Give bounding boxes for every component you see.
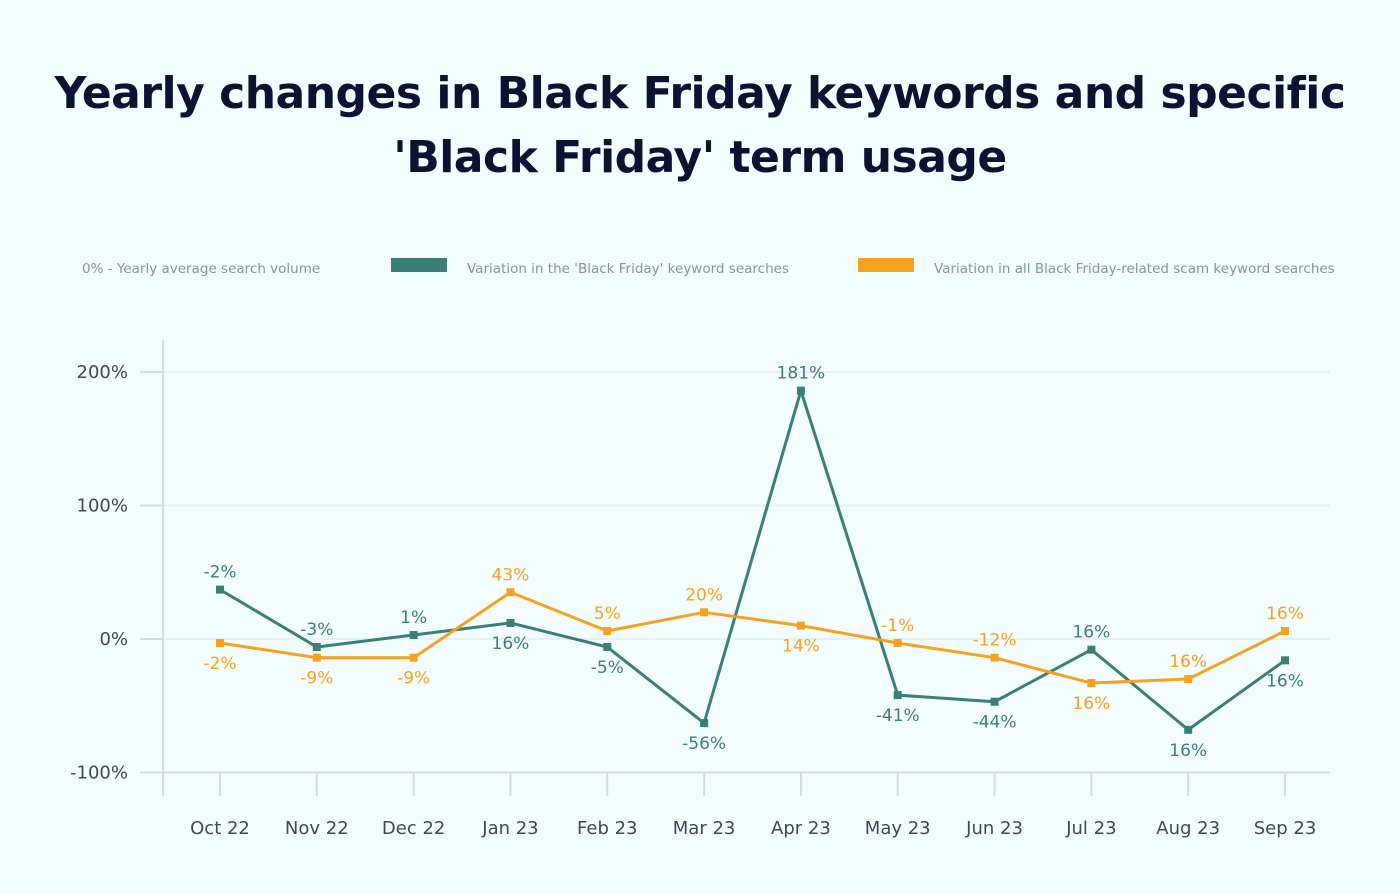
x-tick-label-7: May 23 bbox=[865, 818, 931, 839]
series-1-point-5 bbox=[700, 608, 709, 617]
series-0-point-10 bbox=[1184, 725, 1193, 734]
chart-title-line-2: 'Black Friday' term usage bbox=[393, 132, 1007, 183]
chart-title-line-1: Yearly changes in Black Friday keywords … bbox=[54, 68, 1346, 119]
series-1-point-3 bbox=[506, 588, 515, 597]
x-tick-label-3: Jan 23 bbox=[481, 818, 538, 839]
x-tick-label-1: Nov 22 bbox=[285, 818, 349, 839]
series-0-point-9 bbox=[1087, 645, 1096, 654]
legend-swatch-black-friday bbox=[391, 258, 447, 272]
series-1-data-label-2: -9% bbox=[397, 669, 430, 689]
x-tick-label-8: Jun 23 bbox=[965, 818, 1023, 839]
series-0-data-label-1: -3% bbox=[300, 620, 333, 640]
y-tick-label-2: 100% bbox=[77, 496, 128, 517]
series-0-point-11 bbox=[1281, 656, 1289, 665]
series-1-data-label-11: 16% bbox=[1266, 604, 1304, 624]
x-tick-label-6: Apr 23 bbox=[771, 818, 831, 839]
series-1-data-label-3: 43% bbox=[492, 565, 530, 585]
series-1-data-label-0: -2% bbox=[203, 654, 236, 674]
series-1-data-label-10: 16% bbox=[1169, 652, 1207, 672]
series-0-data-label-8: -44% bbox=[973, 713, 1017, 733]
series-0-data-label-3: 16% bbox=[492, 634, 530, 654]
series-0-data-label-7: -41% bbox=[876, 706, 920, 726]
series-1-point-11 bbox=[1281, 626, 1289, 635]
series-1-point-10 bbox=[1184, 675, 1193, 684]
x-tick-label-10: Aug 23 bbox=[1156, 818, 1220, 839]
y-tick-label-0: -100% bbox=[70, 763, 128, 784]
series-0-data-label-4: -5% bbox=[591, 658, 624, 678]
series-0-data-label-9: 16% bbox=[1072, 623, 1110, 643]
legend-label-black-friday: Variation in the 'Black Friday' keyword … bbox=[467, 261, 789, 277]
series-1-point-1 bbox=[312, 653, 321, 662]
series-1-point-4 bbox=[603, 626, 612, 635]
series-0-point-2 bbox=[409, 630, 418, 639]
series-1-point-2 bbox=[409, 653, 418, 662]
x-tick-label-9: Jul 23 bbox=[1065, 818, 1116, 839]
series-1-data-label-5: 20% bbox=[685, 585, 723, 605]
series-1-data-label-6: 14% bbox=[782, 637, 820, 657]
series-0-data-label-2: 1% bbox=[400, 608, 427, 628]
legend-swatch-scam bbox=[858, 258, 914, 272]
series-1-point-7 bbox=[893, 639, 902, 648]
x-tick-label-4: Feb 23 bbox=[577, 818, 638, 839]
x-tick-label-2: Dec 22 bbox=[382, 818, 445, 839]
series-1-data-label-7: -1% bbox=[881, 616, 914, 636]
series-0-point-8 bbox=[990, 697, 999, 706]
series-1-data-label-4: 5% bbox=[594, 604, 621, 624]
series-0-point-7 bbox=[893, 691, 902, 700]
series-0-point-3 bbox=[506, 618, 515, 627]
series-0-point-6 bbox=[796, 386, 805, 395]
series-0-data-label-6: 181% bbox=[777, 364, 826, 384]
y-tick-label-3: 200% bbox=[77, 362, 128, 383]
legend-label-scam: Variation in all Black Friday-related sc… bbox=[934, 261, 1335, 277]
x-tick-label-0: Oct 22 bbox=[190, 818, 250, 839]
series-1-data-label-9: 16% bbox=[1072, 694, 1110, 714]
x-tick-label-11: Sep 23 bbox=[1254, 818, 1317, 839]
series-1-point-6 bbox=[796, 621, 805, 630]
series-0-data-label-5: -56% bbox=[682, 734, 726, 754]
series-0-point-0 bbox=[216, 585, 224, 594]
series-line-0 bbox=[219, 389, 1286, 732]
chart-legend: 0% - Yearly average search volume Variat… bbox=[0, 258, 1400, 282]
y-tick-label-1: 0% bbox=[99, 629, 128, 650]
series-1-data-label-1: -9% bbox=[300, 669, 333, 689]
legend-baseline-note: 0% - Yearly average search volume bbox=[82, 261, 321, 277]
series-0-point-5 bbox=[700, 719, 709, 728]
chart-title: Yearly changes in Black Friday keywords … bbox=[0, 62, 1400, 190]
series-0-data-label-10: 16% bbox=[1169, 741, 1207, 761]
series-0-point-1 bbox=[312, 643, 321, 652]
series-1-point-0 bbox=[216, 639, 224, 648]
series-0-point-4 bbox=[603, 643, 612, 652]
series-0-data-label-0: -2% bbox=[203, 563, 236, 583]
series-1-point-9 bbox=[1087, 679, 1096, 688]
series-1-point-8 bbox=[990, 653, 999, 662]
series-line-1 bbox=[219, 590, 1286, 685]
series-0-data-label-11: 16% bbox=[1266, 671, 1304, 691]
series-1-data-label-8: -12% bbox=[973, 631, 1017, 651]
x-tick-label-5: Mar 23 bbox=[673, 818, 736, 839]
